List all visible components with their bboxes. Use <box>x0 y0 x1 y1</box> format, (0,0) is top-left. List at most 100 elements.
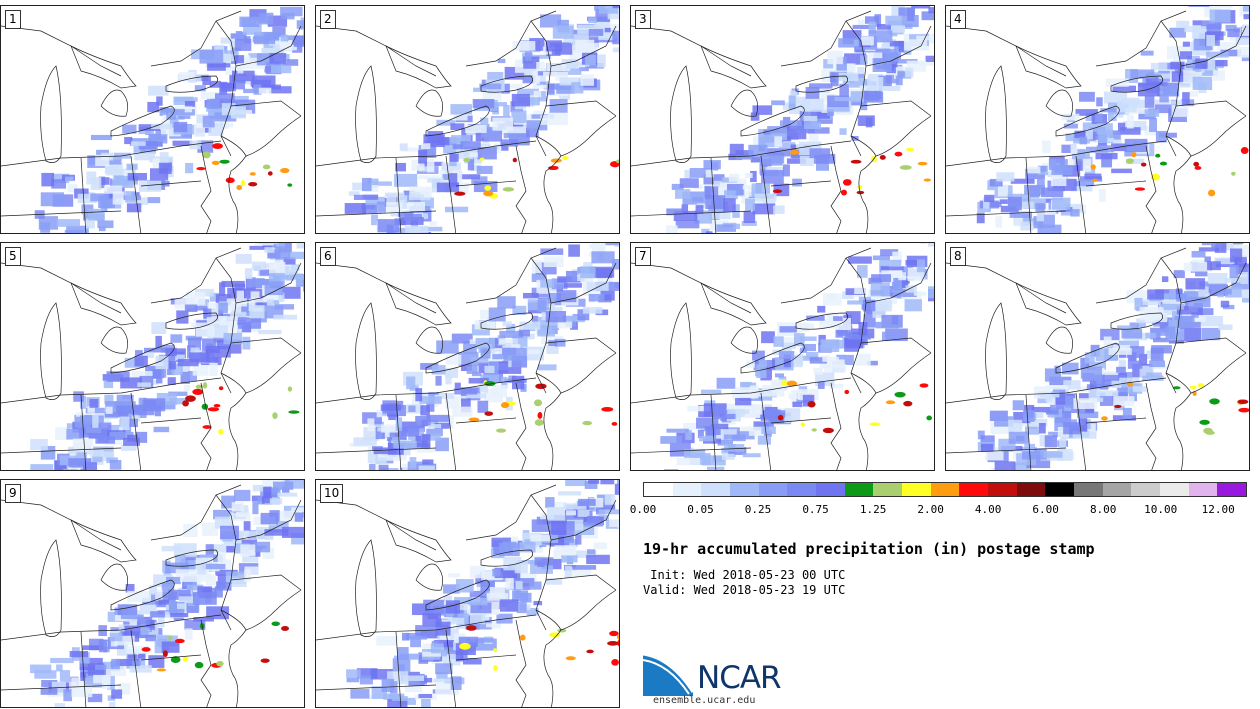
precip-cell <box>561 555 578 563</box>
precip-cell <box>1082 122 1098 134</box>
precip-cell <box>264 532 273 540</box>
precip-cell <box>784 357 803 368</box>
precip-cell <box>1140 50 1154 56</box>
heavy-precip-cell <box>565 656 576 661</box>
colorbar-tick: 0.00 <box>629 503 657 516</box>
precip-cell <box>384 192 405 198</box>
precip-cell <box>518 329 530 337</box>
map-boundary-line <box>550 499 617 541</box>
precip-cell <box>750 157 761 163</box>
colorbar-segment <box>930 483 960 496</box>
precip-cell <box>1050 404 1057 411</box>
precip-cell <box>134 152 155 161</box>
precip-cell <box>813 367 823 375</box>
precip-cell <box>673 210 698 222</box>
precip-cell <box>112 191 125 205</box>
precip-cell <box>1118 340 1140 349</box>
precip-cell <box>902 291 927 296</box>
member-number-label: 1 <box>5 10 21 29</box>
heavy-precip-cell <box>789 149 800 155</box>
precip-cell <box>809 357 827 364</box>
precip-cell <box>263 263 275 269</box>
precip-cell <box>95 436 116 444</box>
precip-cell <box>892 251 902 262</box>
precip-cell <box>885 74 899 84</box>
heavy-precip-cell <box>549 632 561 638</box>
map-boundary-line <box>40 65 62 163</box>
precip-cell <box>1078 418 1088 432</box>
heavy-precip-cell <box>182 656 189 662</box>
precip-cell <box>193 617 214 622</box>
heavy-precip-cell <box>844 389 850 395</box>
map-boundary-line <box>100 326 128 354</box>
precip-cell <box>1074 181 1095 187</box>
heavy-precip-cell <box>459 642 471 650</box>
precip-cell <box>283 256 296 265</box>
map-boundary-line <box>631 25 752 77</box>
precip-cell <box>243 55 251 63</box>
precip-cell <box>905 67 914 78</box>
precip-cell <box>111 689 123 699</box>
precip-cell <box>822 356 839 362</box>
precip-cell <box>497 296 516 309</box>
precip-cell <box>150 611 165 618</box>
precip-cell <box>422 651 441 657</box>
precip-cell <box>577 309 590 321</box>
precip-cell <box>435 375 442 386</box>
precip-cell <box>1063 380 1081 390</box>
precip-cell <box>545 578 563 585</box>
heavy-precip-cell <box>535 383 547 390</box>
precip-cell <box>585 54 596 66</box>
precip-cell <box>454 382 461 389</box>
precipitation-map <box>316 480 619 708</box>
ensemble-member-panel-2: 2 <box>315 5 620 234</box>
precip-cell <box>838 38 862 48</box>
precip-cell <box>236 290 245 299</box>
precip-cell <box>984 194 995 202</box>
precip-cell <box>808 133 819 148</box>
precip-cell <box>589 243 604 249</box>
precip-cell <box>735 398 752 406</box>
precip-cell <box>1123 120 1147 131</box>
precip-cell <box>492 354 508 360</box>
precip-cell <box>916 35 932 41</box>
precip-cell <box>371 214 378 226</box>
precip-cell <box>433 639 455 648</box>
precip-cell <box>1071 148 1090 160</box>
precip-cell <box>87 405 95 413</box>
precip-cell <box>546 285 555 291</box>
precip-cell <box>473 87 487 92</box>
precip-cell <box>114 175 139 185</box>
map-boundary-line <box>845 257 867 394</box>
precip-cell <box>880 266 904 271</box>
precip-cell <box>1144 95 1155 108</box>
precip-cell <box>1118 360 1126 369</box>
precip-cell <box>546 63 571 72</box>
precip-cell <box>441 162 461 172</box>
map-boundary-line <box>560 115 617 157</box>
ncar-logo-text: NCAR <box>697 660 782 696</box>
precip-cell <box>155 589 163 601</box>
precip-cell <box>839 128 847 135</box>
precip-cell <box>184 628 193 640</box>
precip-cell <box>426 400 435 412</box>
precip-cell <box>387 707 398 708</box>
precip-cell <box>466 393 487 399</box>
precip-cell <box>1079 91 1095 102</box>
precip-cell <box>565 270 578 283</box>
precip-cell <box>809 148 831 159</box>
precip-cell <box>1009 211 1033 218</box>
precip-cell <box>445 368 459 378</box>
precip-cell <box>209 80 221 88</box>
heavy-precip-cell <box>1203 427 1213 434</box>
precip-cell <box>235 253 252 264</box>
precip-cell <box>388 414 399 421</box>
precip-cell <box>779 326 797 333</box>
precip-cell <box>386 193 397 206</box>
precip-cell <box>149 585 158 595</box>
precip-cell <box>783 337 799 344</box>
precip-cell <box>1100 328 1120 341</box>
colorbar-segment <box>1016 483 1046 496</box>
precip-cell <box>264 529 289 536</box>
precip-cell <box>1145 74 1167 86</box>
